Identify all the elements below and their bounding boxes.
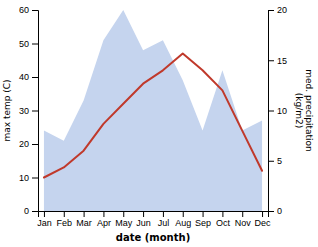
x-axis-tick-mark bbox=[203, 211, 204, 217]
y2-axis: 0 5 10 15 20 bbox=[268, 5, 287, 216]
x-axis-tick-label: Jul bbox=[158, 218, 170, 228]
precipitation-area bbox=[44, 10, 262, 211]
y2-axis-tick: 15 bbox=[268, 56, 287, 66]
y2-axis-tick: 0 bbox=[268, 206, 282, 216]
chart: Jan FebMar Apr MayJun Jul Aug Sep Oct NovDec 0 10 2… bbox=[0, 0, 318, 247]
y2-axis-tick-mark bbox=[268, 60, 274, 61]
y2-axis-title: med. precipitation(kg/m2) bbox=[294, 69, 314, 151]
x-axis-tick-mark bbox=[183, 211, 184, 217]
y-axis-tick-label: 60 bbox=[19, 5, 29, 15]
x-axis-tick: Dec bbox=[255, 211, 272, 228]
y-axis-tick-label: 50 bbox=[19, 39, 29, 49]
x-axis-tick: Jun bbox=[136, 211, 151, 228]
x-axis-tick-label: Apr bbox=[97, 218, 111, 228]
y-axis-tick-mark bbox=[32, 211, 38, 212]
y2-axis-tick-mark bbox=[268, 10, 274, 11]
y2-axis-tick-mark bbox=[268, 211, 274, 212]
x-axis-tick-mark bbox=[64, 211, 65, 217]
x-axis-tick-label: Dec bbox=[255, 218, 272, 228]
y-axis-tick-mark bbox=[32, 10, 38, 11]
y2-axis-title-line: (kg/m2) bbox=[294, 93, 304, 128]
y2-axis-tick-mark bbox=[268, 111, 274, 112]
x-axis-tick-label: Jan bbox=[37, 218, 52, 228]
y-axis-tick-mark bbox=[32, 178, 38, 179]
y-axis: 0 10 20 30 40 50 60 bbox=[19, 5, 39, 216]
plot: Jan FebMar Apr MayJun Jul Aug Sep Oct NovDec 0 10 2… bbox=[19, 5, 287, 228]
x-axis-tick-label: Nov bbox=[235, 218, 252, 228]
y-axis-tick: 0 bbox=[24, 206, 38, 216]
y2-axis-tick: 10 bbox=[268, 106, 287, 116]
y-axis-tick-mark bbox=[32, 77, 38, 78]
y-axis-tick-label: 30 bbox=[19, 106, 29, 116]
x-axis-tick-mark bbox=[143, 211, 144, 217]
x-axis-tick-mark bbox=[262, 211, 263, 217]
x-axis-tick: May bbox=[115, 211, 133, 228]
x-axis-tick-label: May bbox=[115, 218, 133, 228]
x-axis-tick-mark bbox=[84, 211, 85, 217]
y-axis-tick-mark bbox=[32, 144, 38, 145]
y-axis-line bbox=[32, 11, 39, 212]
x-axis-tick-label: Sep bbox=[195, 218, 211, 228]
x-axis-tick: Mar bbox=[76, 211, 92, 228]
x-axis-tick: Oct bbox=[216, 211, 231, 228]
x-axis-tick-label: Aug bbox=[175, 218, 191, 228]
x-axis-tick: Apr bbox=[97, 211, 111, 228]
x-axis-tick: Jan bbox=[37, 211, 52, 228]
y2-axis-line bbox=[269, 11, 275, 212]
x-axis-tick-mark bbox=[222, 211, 223, 217]
x-axis-tick-label: Feb bbox=[57, 218, 73, 228]
y-axis-tick-mark bbox=[32, 111, 38, 112]
y-axis-tick: 40 bbox=[19, 72, 38, 82]
x-axis-tick-mark bbox=[242, 211, 243, 217]
x-axis-tick: Nov bbox=[235, 211, 252, 228]
x-axis-tick-mark bbox=[44, 211, 45, 217]
y-axis-tick-label: 0 bbox=[24, 206, 29, 216]
y-axis-tick: 30 bbox=[19, 106, 38, 116]
y-axis-tick: 50 bbox=[19, 39, 38, 49]
y2-axis-tick-label: 15 bbox=[277, 56, 287, 66]
marks bbox=[44, 10, 262, 211]
x-axis-tick-label: Oct bbox=[216, 218, 231, 228]
x-axis-tick-label: Jun bbox=[136, 218, 151, 228]
y2-axis-tick: 5 bbox=[268, 156, 282, 166]
y-axis-tick: 60 bbox=[19, 5, 38, 15]
y-axis-tick-mark bbox=[32, 44, 38, 45]
y-axis-tick-label: 20 bbox=[19, 139, 29, 149]
x-axis-tick: Sep bbox=[195, 211, 211, 228]
y-axis-tick: 10 bbox=[19, 173, 38, 183]
y2-axis-tick-label: 5 bbox=[277, 156, 282, 166]
y2-axis-tick-label: 10 bbox=[277, 106, 287, 116]
x-axis-tick: Feb bbox=[57, 211, 73, 228]
x-axis-line bbox=[39, 212, 269, 218]
x-axis: Jan FebMar Apr MayJun Jul Aug Sep Oct NovDec bbox=[37, 211, 271, 228]
y2-axis-tick-label: 20 bbox=[277, 5, 287, 15]
x-axis-tick-label: Mar bbox=[76, 218, 92, 228]
x-axis-title: date (month) bbox=[116, 232, 190, 243]
x-axis-tick: Aug bbox=[175, 211, 191, 228]
x-axis-tick-mark bbox=[163, 211, 164, 217]
y-axis-title: max temp (C) bbox=[2, 79, 12, 141]
x-axis-tick-mark bbox=[123, 211, 124, 217]
y-axis-tick: 20 bbox=[19, 139, 38, 149]
x-axis-tick-mark bbox=[103, 211, 104, 217]
x-axis-tick: Jul bbox=[158, 211, 170, 228]
y-axis-tick-label: 40 bbox=[19, 72, 29, 82]
y2-axis-tick-mark bbox=[268, 161, 274, 162]
temperature-line bbox=[44, 54, 262, 178]
y2-axis-title-line: med. precipitation bbox=[304, 69, 314, 151]
y-axis-tick-label: 10 bbox=[19, 173, 29, 183]
y2-axis-tick: 20 bbox=[268, 5, 287, 15]
y2-axis-tick-label: 0 bbox=[277, 206, 282, 216]
